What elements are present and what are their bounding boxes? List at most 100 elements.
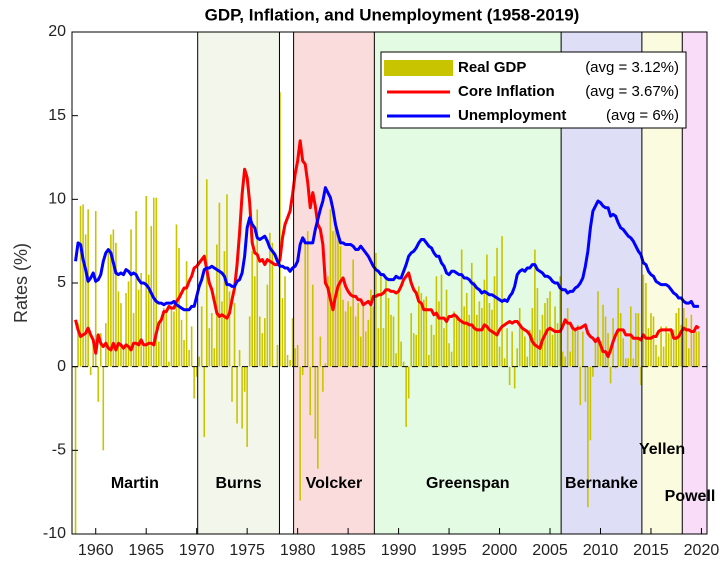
gdp-bar (690, 314, 693, 367)
gdp-bar (147, 274, 150, 367)
y-tick-label: 0 (57, 358, 66, 375)
gdp-bar (698, 331, 700, 367)
gdp-bar (102, 366, 105, 451)
gdp-bar (140, 272, 142, 367)
gdp-bar (642, 274, 645, 367)
gdp-bar (445, 289, 448, 367)
gdp-bar (609, 366, 612, 384)
gdp-bar (450, 351, 453, 367)
gdp-bar (185, 261, 188, 367)
gdp-bar (420, 293, 423, 367)
gdp-bar (592, 366, 594, 377)
x-tick-label: 2000 (482, 542, 518, 559)
gdp-bar (523, 336, 526, 367)
gdp-bar (168, 361, 170, 367)
gdp-bar (478, 301, 481, 367)
x-tick-label: 1980 (280, 542, 316, 559)
gdp-bar (392, 316, 395, 367)
gdp-bar (127, 281, 130, 367)
gdp-bar (372, 306, 375, 367)
gdp-bar (152, 197, 155, 367)
gdp-bar (667, 333, 670, 367)
gdp-bar (301, 366, 304, 376)
gdp-bar (352, 259, 354, 367)
gdp-bar (503, 358, 506, 367)
gdp-bar (582, 331, 584, 367)
gdp-bar (266, 284, 269, 367)
gdp-bar (473, 281, 476, 367)
y-tick-label: -5 (52, 442, 66, 459)
x-tick-label: 1965 (128, 542, 164, 559)
gdp-bar (99, 333, 102, 367)
gdp-bar (183, 339, 185, 367)
gdp-bar (228, 291, 231, 367)
gdp-bar (158, 341, 160, 367)
x-tick-label: 2020 (684, 542, 720, 559)
gdp-bar (529, 329, 531, 367)
gdp-bar (569, 351, 572, 367)
gdp-bar (200, 306, 203, 367)
gdp-bar (693, 333, 695, 367)
legend-label: Real GDP (458, 59, 526, 76)
gdp-bar (89, 366, 92, 376)
era-band (197, 32, 280, 534)
gdp-bar (163, 308, 165, 367)
gdp-bar (173, 311, 175, 367)
gdp-bar (564, 356, 566, 367)
gdp-bar (662, 346, 665, 367)
legend-label: Core Inflation (458, 83, 555, 100)
gdp-bar (332, 231, 334, 367)
gdp-bar (443, 328, 445, 367)
gdp-bar (511, 331, 513, 367)
gdp-bar (92, 341, 95, 367)
gdp-bar (322, 366, 324, 392)
gdp-bar (82, 204, 84, 367)
gdp-bar (614, 366, 617, 369)
gdp-bar (188, 349, 190, 367)
gdp-bar (304, 237, 307, 367)
gdp-bar (208, 328, 211, 367)
gdp-bar (657, 356, 660, 367)
era-label: Burns (215, 475, 261, 492)
gdp-bar (319, 336, 322, 367)
gdp-bar (221, 301, 223, 367)
gdp-bar (256, 209, 259, 367)
x-tick-label: 1970 (179, 542, 215, 559)
gdp-bar (248, 316, 251, 367)
gdp-bar (675, 313, 678, 367)
gdp-bar (120, 303, 122, 367)
gdp-bar (481, 308, 483, 367)
gdp-bar (665, 326, 667, 367)
gdp-bar (448, 343, 450, 367)
gdp-bar (460, 249, 463, 367)
gdp-bar (311, 284, 314, 367)
gdp-bar (632, 358, 635, 367)
gdp-bar (672, 329, 675, 367)
gdp-bar (264, 318, 266, 367)
era-band (279, 32, 294, 534)
x-tick-label: 1960 (78, 542, 114, 559)
gdp-bar (433, 334, 435, 367)
gdp-bar (339, 246, 342, 367)
gdp-bar (453, 311, 455, 367)
x-tick-label: 2005 (532, 542, 568, 559)
era-label: Bernanke (565, 475, 638, 492)
gdp-bar (390, 314, 392, 367)
gdp-bar (142, 346, 145, 367)
gdp-bar (117, 291, 120, 367)
gdp-bar (400, 341, 402, 367)
gdp-bar (329, 209, 332, 367)
gdp-bar (516, 348, 519, 367)
gdp-bar (286, 354, 289, 367)
gdp-bar (670, 328, 672, 367)
gdp-bar (395, 353, 397, 367)
gdp-bar (364, 331, 367, 367)
gdp-bar (97, 366, 100, 402)
x-tick-label: 1990 (381, 542, 417, 559)
gdp-bar (387, 298, 390, 367)
gdp-bar (647, 328, 650, 367)
gdp-bar (645, 283, 647, 367)
gdp-bar (327, 276, 329, 367)
gdp-bar (190, 326, 193, 367)
gdp-bar (284, 276, 286, 367)
